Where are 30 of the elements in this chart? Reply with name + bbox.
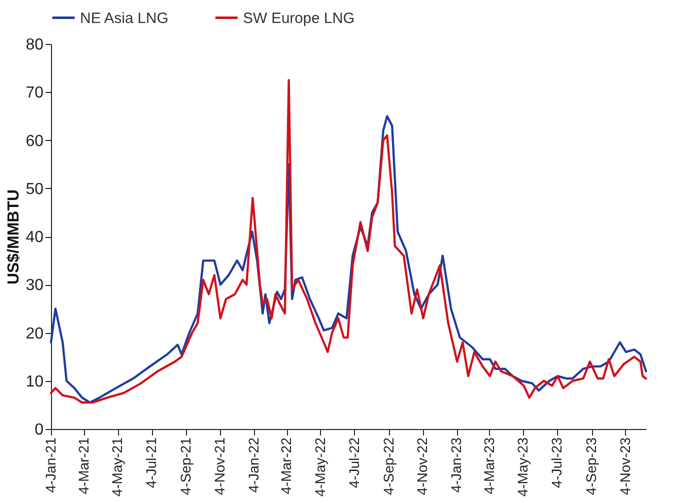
x-tick-label: 4-Jan-21 bbox=[42, 437, 58, 493]
x-tick-label: 4-Mar-22 bbox=[278, 437, 294, 494]
x-tick-label: 4-May-21 bbox=[109, 437, 126, 497]
x-tick-label: 4-Jul-23 bbox=[548, 437, 565, 488]
y-axis-title: US$/MMBTU bbox=[6, 189, 23, 285]
x-tick-label: 4-Jul-21 bbox=[143, 437, 160, 488]
y-tick-label: 30 bbox=[26, 277, 44, 294]
x-tick-label: 4-Sep-23 bbox=[583, 437, 600, 496]
legend-label: NE Asia LNG bbox=[80, 10, 168, 27]
x-tick-label: 4-Jan-23 bbox=[448, 437, 464, 493]
legend-label: SW Europe LNG bbox=[243, 10, 355, 27]
x-tick-label: 4-Nov-21 bbox=[211, 437, 228, 496]
y-tick-label: 0 bbox=[34, 422, 44, 438]
x-tick-label: 4-Jan-22 bbox=[245, 437, 262, 493]
x-tick-label: 4-Nov-22 bbox=[414, 437, 430, 496]
y-tick-label: 50 bbox=[26, 180, 44, 198]
y-tick-label: 10 bbox=[26, 373, 44, 390]
x-tick-label: 4-May-22 bbox=[312, 437, 328, 497]
y-tick-label: 70 bbox=[26, 84, 44, 102]
x-tick-label: 4-Sep-21 bbox=[178, 437, 194, 496]
y-tick-label: 20 bbox=[26, 325, 44, 342]
y-tick-label: 60 bbox=[26, 132, 44, 150]
y-tick-label: 80 bbox=[26, 36, 44, 54]
x-tick-label: 4-May-23 bbox=[514, 437, 531, 497]
x-tick-label: 4-Mar-23 bbox=[480, 437, 497, 494]
x-tick-label: 4-Nov-23 bbox=[616, 437, 633, 496]
y-tick-label: 40 bbox=[26, 229, 44, 246]
x-tick-label: 4-Mar-21 bbox=[75, 437, 92, 494]
x-tick-label: 4-Sep-22 bbox=[380, 437, 396, 496]
x-tick-label: 4-Jul-22 bbox=[346, 437, 362, 488]
